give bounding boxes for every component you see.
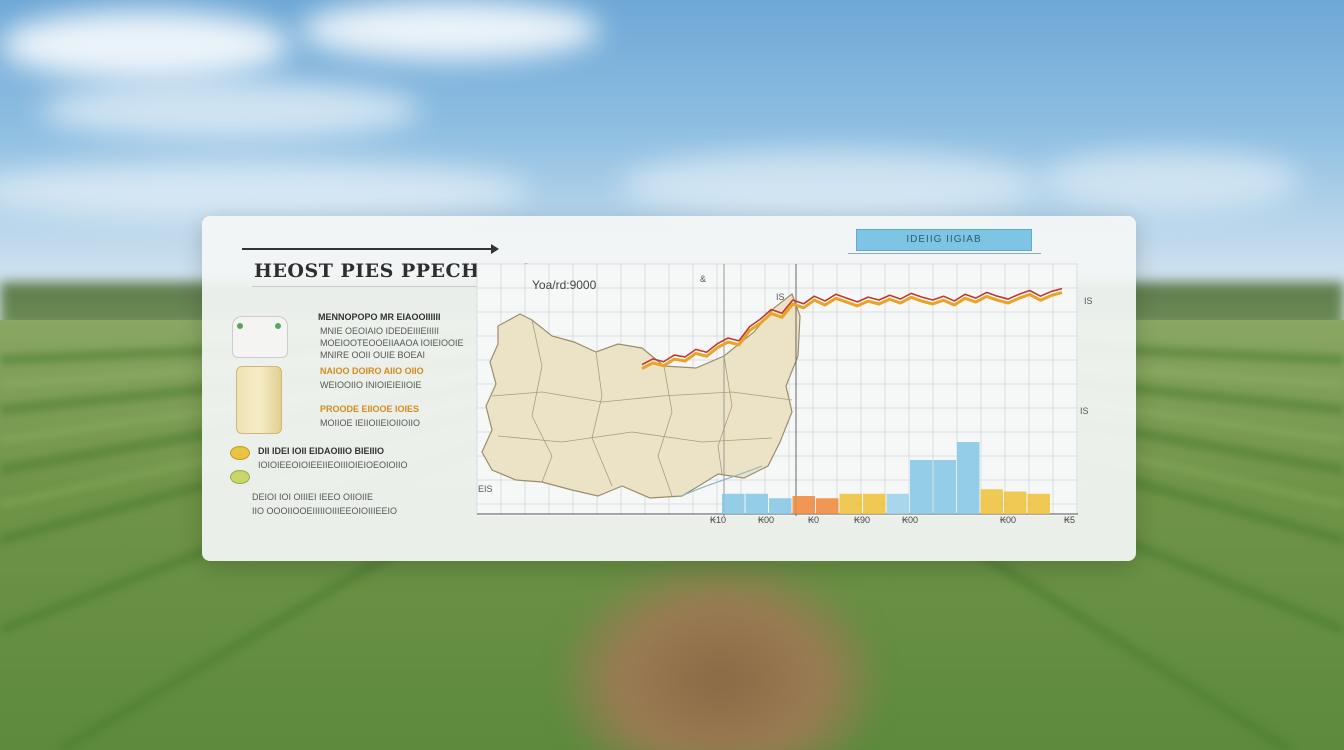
leaf-coin-icon (230, 470, 250, 484)
coin-icon (230, 446, 250, 460)
dirt-path (560, 560, 880, 750)
side-mark: & (700, 274, 707, 284)
legend-item: DII IDEI IOII EIDAOIIIO BIEIIIO (258, 446, 385, 456)
bar (933, 460, 956, 514)
x-tick-label: ₭00 (902, 515, 919, 525)
dispenser-icon (232, 316, 288, 358)
chart-title: Yoa/rd:9000 (532, 278, 597, 292)
map-borders (491, 319, 793, 497)
bar (957, 442, 980, 514)
side-mark: IS (1080, 406, 1089, 416)
title-divider (252, 286, 482, 287)
bar (745, 493, 768, 514)
series-line-red (641, 287, 1063, 366)
infographic-card: HEOST PIES PPECHIRTS IDEIIG IIGIAB MENNO… (202, 216, 1136, 561)
bar (769, 498, 792, 514)
x-tick-label: ₭00 (758, 515, 775, 525)
legend-item: NAIOO DOIRO AIIO OIIO (320, 366, 424, 376)
bar (792, 496, 815, 514)
legend-item: IIO OOOIIOOEIIIIIOIIIEEOIOIIIEEIO (252, 506, 398, 516)
arrow-right-icon (242, 244, 499, 254)
bar (816, 498, 839, 514)
legend-item: MENNOPOPO MR EIAOOIIIIII (318, 312, 441, 322)
legend-item: IOIOIEEOIOIEEIIEOIIIOIEIOEOIOIIO (258, 460, 408, 470)
x-tick-label: ₭10 (710, 515, 727, 525)
series-line-orange (641, 291, 1063, 370)
bar (722, 493, 745, 514)
bar (886, 493, 909, 514)
cloud (1040, 150, 1300, 210)
chart (476, 263, 1078, 516)
bar (1027, 493, 1050, 514)
legend-item: MOIIOE IEIIOIIEIOIIOIIO (320, 418, 421, 428)
x-tick-label: ₭90 (854, 515, 871, 525)
x-tick-label: ₭5 (1064, 515, 1076, 525)
side-mark: EIS (478, 484, 493, 494)
badge-underline (848, 253, 1041, 254)
x-tick-label: ₭0 (808, 515, 820, 525)
bar (863, 493, 886, 514)
river (681, 465, 763, 497)
side-mark: IS (776, 292, 785, 302)
legend-item: MNIRE OOII OUIE BOEAI (320, 350, 426, 360)
x-tick-label: ₭00 (1000, 515, 1017, 525)
card-title: HEOST PIES PPECHIRTS (254, 260, 534, 282)
cloud (0, 10, 290, 80)
cloud (40, 80, 420, 140)
region-map (481, 293, 801, 499)
legend-item: MOEIOOTEOOEIIAAOA IOIEIOOIE (320, 338, 464, 348)
bar (839, 493, 862, 514)
side-mark: IS (1084, 296, 1093, 306)
bar (980, 489, 1003, 514)
bar (1004, 491, 1027, 514)
legend-item: WEIOOIIO INIOIEIEIIOIE (320, 380, 422, 390)
bar (910, 460, 933, 514)
cloud (620, 150, 1040, 220)
legend-item: PROODE EIIOOE IOIES (320, 404, 420, 414)
header-badge: IDEIIG IIGIAB (856, 229, 1032, 251)
cloud (0, 160, 530, 220)
jar-icon (236, 366, 282, 434)
legend-item: DEIOI IOI OIIIEI IEEO OIIOIIE (252, 492, 374, 502)
cloud (300, 0, 600, 60)
legend-item: MNIE OEOIAIO IDEDEIIIEIIIII (320, 326, 440, 336)
